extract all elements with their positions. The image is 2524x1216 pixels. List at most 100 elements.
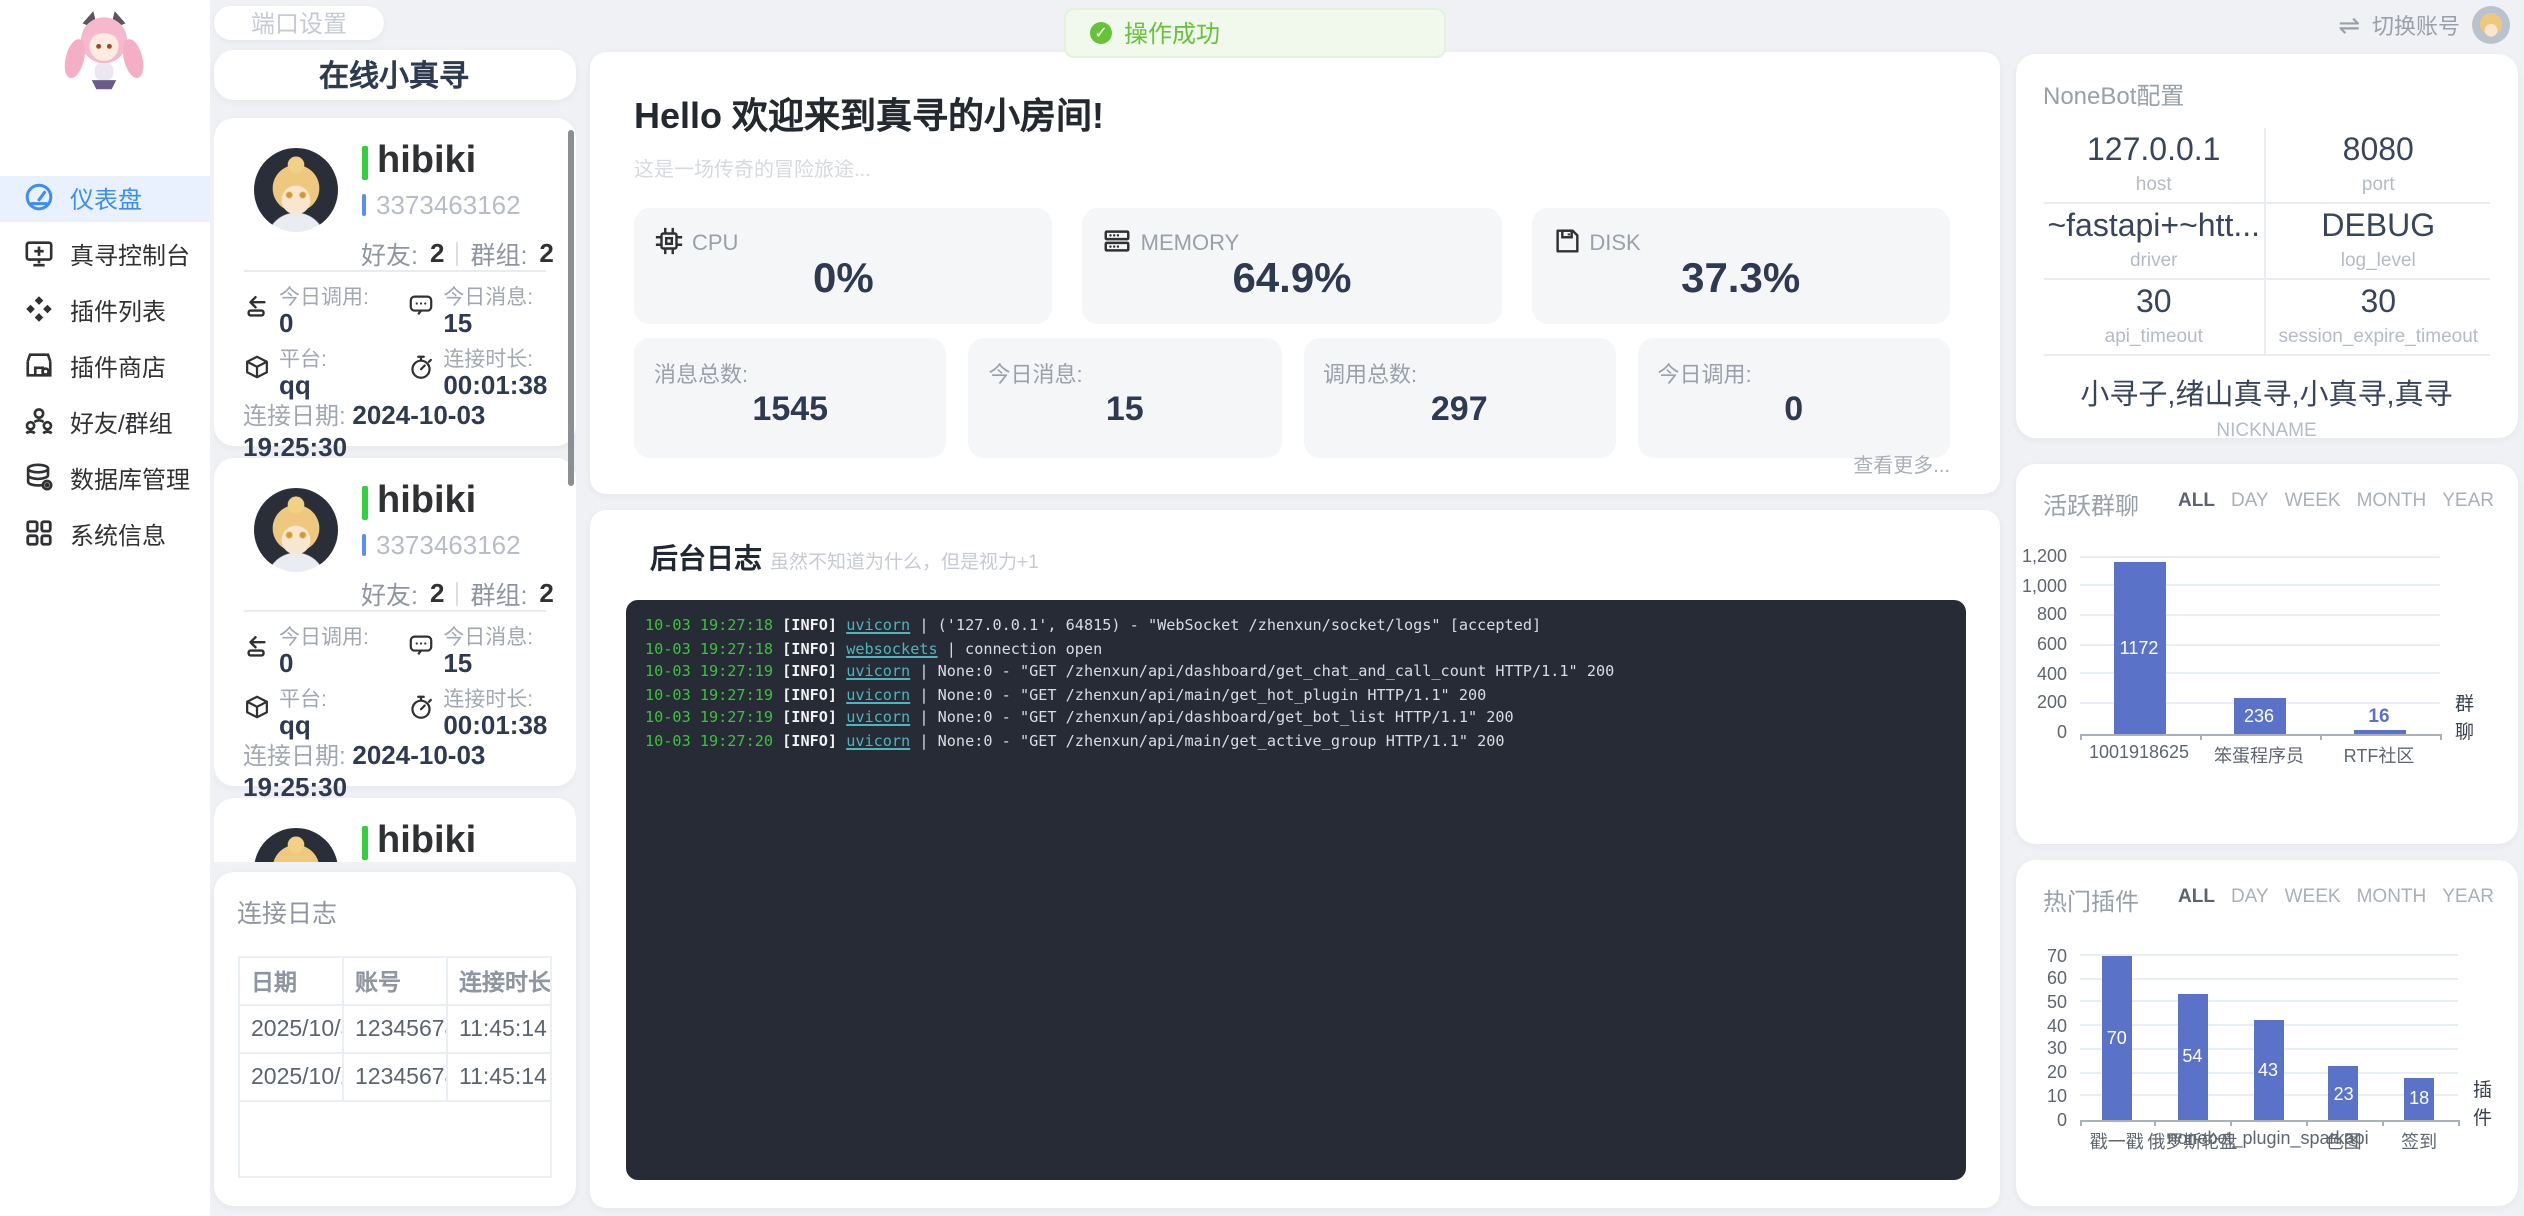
- stat-label: 今日调用:: [279, 286, 369, 310]
- active-groups-chart: 活跃群聊 ALL DAY WEEK MONTH YEAR 0 200 400 600 800 1,00…: [2015, 463, 2518, 844]
- log-message: | None:0 - "GET /zhenxun/api/main/get_ho…: [910, 685, 1487, 704]
- duration-icon: [407, 688, 433, 730]
- groups-count: 2: [539, 578, 554, 608]
- table-row: 2025/10/212345678911:45:14: [237, 1052, 551, 1102]
- log-logger-link[interactable]: uvicorn: [846, 662, 911, 681]
- bot-stat: 今日消息: 15: [407, 626, 559, 676]
- chart-range-tabs: ALL DAY WEEK MONTH YEAR: [2178, 886, 2494, 908]
- duration-icon: [407, 348, 433, 390]
- y-axis-tick-label: 20: [2046, 1062, 2067, 1083]
- bot-stats: 今日调用: 0 今日消息: 15 平台: qq 连接时长: 00:01:38: [243, 626, 559, 738]
- log-line: 10-03 19:27:20 [INFO] uvicorn | None:0 -…: [645, 730, 1945, 753]
- bar-RTF社区: [2353, 730, 2405, 733]
- call-icon: [243, 626, 269, 668]
- bot-name: hibiki: [377, 140, 477, 182]
- config-cell-session_expire_timeout: 30 session_expire_timeout: [2266, 279, 2490, 355]
- count-stat-card: 调用总数: 297: [1303, 337, 1616, 457]
- friends-count: 2: [429, 578, 445, 608]
- x-axis-category-label: 俄罗斯轮盘: [2147, 1132, 2238, 1152]
- log-timestamp: 10-03 19:27:19: [645, 708, 783, 727]
- sidebar-item-plugin-store[interactable]: 插件商店: [0, 344, 210, 390]
- call-icon: [243, 286, 269, 328]
- cpu-icon: [654, 225, 684, 261]
- log-logger-link[interactable]: websockets: [846, 639, 938, 658]
- sidebar-item-plugin-list[interactable]: 插件列表: [0, 288, 210, 334]
- sidebar-item-label: 系统信息: [70, 522, 167, 550]
- x-axis-tick: [2457, 1120, 2459, 1126]
- system-info-icon: [24, 517, 54, 553]
- connect-date-label: 连接日期:: [243, 742, 346, 770]
- groups-label: 群组:: [470, 582, 528, 610]
- sidebar-item-friends-groups[interactable]: 好友/群组: [0, 400, 210, 446]
- account-avatar[interactable]: [2472, 6, 2510, 44]
- x-axis-category-label: nonebot_plugin_sparkapi: [2167, 1128, 2369, 1148]
- tab-month[interactable]: MONTH: [2356, 489, 2427, 511]
- x-axis-category-label: 戳一戳: [2089, 1132, 2144, 1152]
- gridline: [2079, 555, 2439, 557]
- tab-week[interactable]: WEEK: [2284, 489, 2341, 511]
- log-timestamp: 10-03 19:27:19: [645, 662, 783, 681]
- platform-icon: [243, 348, 269, 390]
- bar-戳一戳: 70: [2101, 956, 2132, 1120]
- tab-all[interactable]: ALL: [2178, 886, 2215, 908]
- sidebar-item-database[interactable]: 数据库管理: [0, 456, 210, 502]
- sidebar-item-console[interactable]: 真寻控制台: [0, 232, 210, 278]
- log-logger-link[interactable]: uvicorn: [846, 616, 911, 634]
- bot-list[interactable]: hibiki 3373463162 好友: 2 群组: 2 今日调用: 0 今日消息: 1…: [213, 113, 575, 861]
- bar-nonebot_plugin_sparkapi: 43: [2253, 1019, 2283, 1120]
- log-logger-link[interactable]: uvicorn: [846, 708, 911, 727]
- switch-account-button[interactable]: ⇌ 切换账号: [2338, 6, 2510, 44]
- nonebot-config-title: NoneBot配置: [2043, 81, 2185, 109]
- message-icon: [407, 286, 433, 328]
- system-stats-row: CPU 0% MEMORY 64.9% DISK 37.3%: [634, 207, 1950, 323]
- stat-label: 今日调用:: [279, 626, 369, 650]
- config-value: ~fastapi+~htt...: [2047, 209, 2261, 243]
- sidebar-item-system-info[interactable]: 系统信息: [0, 512, 210, 558]
- table-cell: 2025/10/2: [237, 1052, 343, 1102]
- log-level: [INFO]: [782, 685, 847, 704]
- log-level: [INFO]: [782, 708, 847, 727]
- groups-label: 群组:: [470, 242, 528, 270]
- bar-value-label: 54: [2182, 1046, 2203, 1067]
- log-timestamp: 10-03 19:27:18: [645, 616, 783, 634]
- config-label: driver: [2129, 249, 2178, 271]
- log-timestamp: 10-03 19:27:19: [645, 685, 783, 704]
- stat-label: CPU: [692, 231, 739, 255]
- tab-year[interactable]: YEAR: [2442, 489, 2494, 511]
- log-line: 10-03 19:27:19 [INFO] uvicorn | None:0 -…: [645, 660, 1945, 683]
- chart-range-tabs: ALL DAY WEEK MONTH YEAR: [2178, 489, 2494, 511]
- tab-day[interactable]: DAY: [2230, 489, 2269, 511]
- log-level: [INFO]: [782, 616, 847, 634]
- y-axis-tick-label: 0: [2056, 722, 2067, 742]
- tab-all[interactable]: ALL: [2178, 489, 2215, 511]
- view-more-link[interactable]: 查看更多...: [1853, 455, 1950, 477]
- bot-list-scrollbar[interactable]: [568, 130, 574, 486]
- log-level: [INFO]: [782, 662, 847, 681]
- x-axis-tick: [2199, 733, 2201, 739]
- log-timestamp: 10-03 19:27:18: [645, 639, 783, 658]
- tab-week[interactable]: WEEK: [2284, 886, 2341, 908]
- stat-value: 0: [1784, 389, 1804, 427]
- port-settings-button[interactable]: 端口设置: [214, 5, 384, 39]
- log-console[interactable]: 10-03 19:27:18 [INFO] uvicorn | ('127.0.…: [625, 600, 1965, 1180]
- bar-value-label: 18: [2409, 1088, 2430, 1109]
- nickname-value: 小寻子,绪山真寻,小真寻,真寻: [2080, 379, 2453, 411]
- sidebar-item-dashboard[interactable]: 仪表盘: [0, 176, 210, 222]
- y-axis-tick-label: 10: [2046, 1085, 2067, 1106]
- config-cell-api_timeout: 30 api_timeout: [2043, 279, 2267, 355]
- bot-avatar: [253, 827, 337, 861]
- tab-day[interactable]: DAY: [2230, 886, 2269, 908]
- config-value: DEBUG: [2321, 209, 2436, 243]
- tab-year[interactable]: YEAR: [2442, 886, 2494, 908]
- tab-month[interactable]: MONTH: [2356, 886, 2427, 908]
- bar-俄罗斯轮盘: 54: [2177, 993, 2208, 1120]
- bar-value-label: 23: [2333, 1083, 2354, 1104]
- chart-title: 热门插件: [2043, 888, 2140, 916]
- stat-label: 平台:: [279, 348, 327, 372]
- log-logger-link[interactable]: uvicorn: [846, 731, 911, 750]
- log-logger-link[interactable]: uvicorn: [846, 685, 911, 704]
- backend-log-subtitle: 虽然不知道为什么，但是视力+1: [770, 552, 1039, 574]
- stat-value: 15: [1105, 389, 1144, 427]
